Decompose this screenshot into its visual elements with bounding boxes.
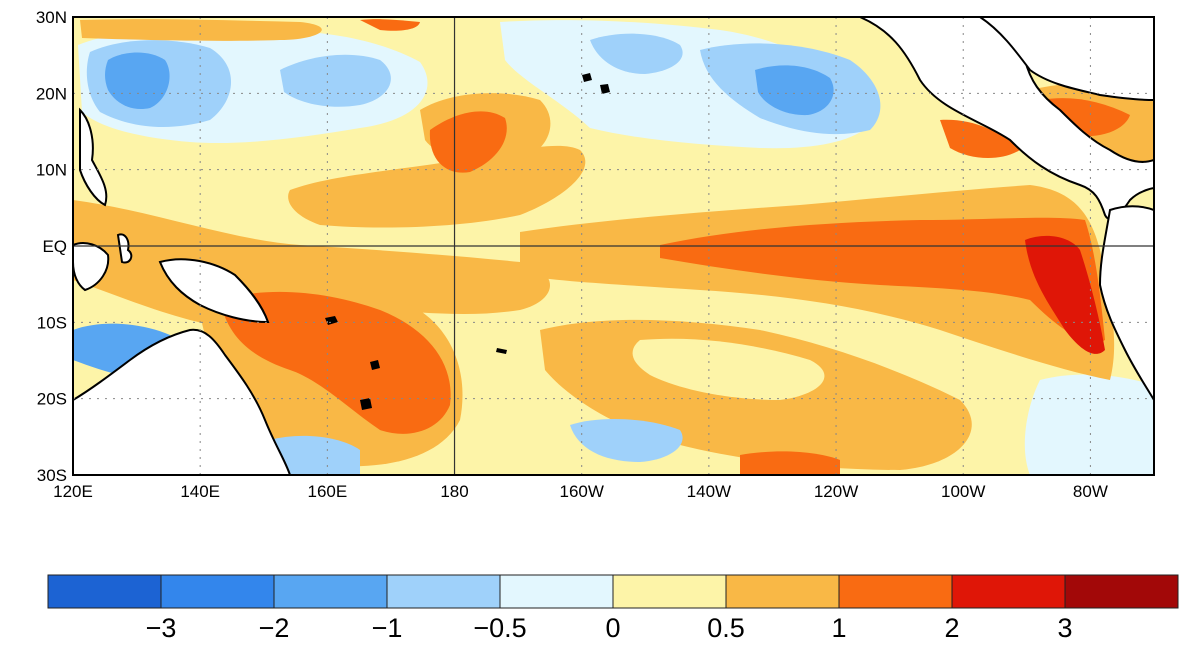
colorbar-swatch <box>612 574 727 609</box>
colorbar <box>47 574 1179 609</box>
colorbar-tick-label: −3 <box>146 613 177 643</box>
field-south-west-blue-2 <box>270 435 360 475</box>
field-southwest-red <box>220 291 451 434</box>
field-north-central-mid-blue <box>755 65 834 116</box>
longitude-tick-label: 80W <box>1073 482 1108 501</box>
colorbar-tick-label: 3 <box>1057 613 1072 643</box>
colorbar-tick-label: 0.5 <box>707 613 745 643</box>
colorbar-tick-label: −1 <box>372 613 403 643</box>
field-north-west-blue-2 <box>280 54 391 107</box>
colorbar-tick-label: −0.5 <box>473 613 526 643</box>
land-south-america <box>1098 205 1154 402</box>
colorbar-swatch <box>951 574 1066 609</box>
latitude-tick-label: 20S <box>37 390 67 409</box>
field-north-west-mid-blue <box>105 52 170 110</box>
colorbar-swatch <box>499 574 614 609</box>
colorbar-swatch <box>725 574 840 609</box>
latitude-tick-label: 30S <box>37 466 67 485</box>
colorbar-swatch <box>386 574 501 609</box>
longitude-tick-label: 100W <box>941 482 985 501</box>
field-north-red-patch <box>429 111 507 173</box>
latitude-labels: 30N 20N 10N EQ 10S 20S 30S <box>36 8 67 485</box>
colorbar-swatch <box>1064 574 1179 609</box>
longitude-tick-label: 180 <box>440 482 468 501</box>
longitude-labels: 120E 140E 160E 180 160W 140W 120W 100W 80W <box>53 482 1108 501</box>
latitude-tick-label: 20N <box>36 84 67 103</box>
land-borneo <box>73 242 110 292</box>
colorbar-tick-label: 1 <box>831 613 846 643</box>
longitude-tick-label: 160W <box>559 482 603 501</box>
field-east-north-red <box>940 119 1020 159</box>
colorbar-labels: −3 −2 −1 −0.5 0 0.5 1 2 3 <box>146 613 1073 643</box>
land-florida-cuba <box>978 17 1154 102</box>
land-hawaii <box>582 73 610 94</box>
colorbar-tick-label: −2 <box>259 613 290 643</box>
latitude-tick-label: 30N <box>36 8 67 27</box>
field-top-orange-patches <box>80 19 322 41</box>
latitude-tick-label: 10S <box>37 313 67 332</box>
field-top-red-patches <box>360 19 420 31</box>
colorbar-tick-label: 2 <box>944 613 959 643</box>
field-north-orange-band <box>288 145 586 228</box>
field-south-blue-patch <box>570 418 683 462</box>
colorbar-tick-label: 0 <box>605 613 620 643</box>
longitude-tick-label: 120W <box>814 482 858 501</box>
land-philippines <box>79 107 108 207</box>
colorbar-swatch <box>273 574 388 609</box>
land-australia <box>73 328 292 475</box>
field-south-central-light <box>632 338 825 400</box>
map-frame <box>72 16 1155 476</box>
land-new-guinea <box>158 258 270 324</box>
field-north-east-blue <box>590 33 683 74</box>
latitude-tick-label: 10N <box>36 161 67 180</box>
longitude-tick-label: 160E <box>308 482 348 501</box>
gridlines <box>73 17 1154 475</box>
longitude-tick-label: 120E <box>53 482 93 501</box>
colorbar-swatch <box>47 574 162 609</box>
longitude-tick-label: 140E <box>180 482 220 501</box>
field-caribbean-red <box>1040 98 1130 137</box>
land-sulawesi <box>116 233 133 264</box>
field-south-east-light-blue <box>1024 374 1154 475</box>
colorbar-swatch <box>160 574 275 609</box>
field-bottom-red-patches <box>740 451 840 475</box>
land-masses <box>73 17 1154 475</box>
field-east-dark-red-core <box>1025 235 1105 354</box>
field-east-red-tongue <box>660 217 1105 343</box>
latitude-tick-label: EQ <box>42 237 67 256</box>
longitude-tick-label: 140W <box>687 482 731 501</box>
colorbar-swatch <box>838 574 953 609</box>
